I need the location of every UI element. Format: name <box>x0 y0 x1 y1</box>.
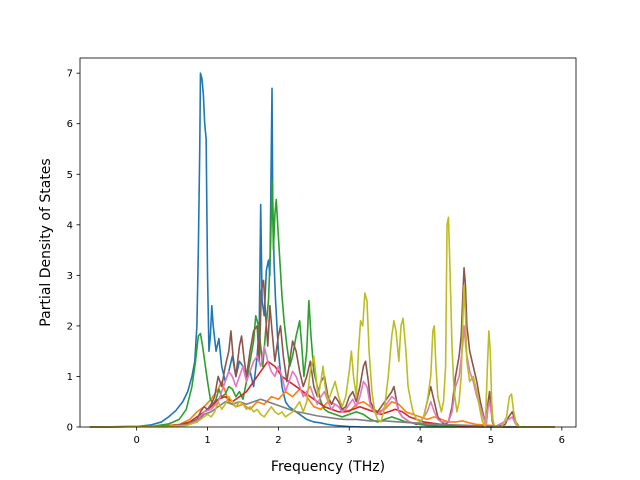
y-tick-label: 2 <box>67 321 73 332</box>
x-tick-label: 6 <box>559 435 565 446</box>
x-tick-label: 3 <box>346 435 352 446</box>
y-axis-label: Partial Density of States <box>38 158 54 326</box>
y-tick-label: 0 <box>67 423 73 434</box>
y-tick-label: 1 <box>67 372 73 383</box>
y-tick-label: 7 <box>67 69 73 80</box>
series-line-5 <box>89 266 555 428</box>
y-tick-label: 3 <box>67 271 73 282</box>
x-tick-label: 4 <box>417 435 423 446</box>
y-tick-label: 4 <box>67 220 73 231</box>
series-layer <box>89 72 555 428</box>
x-axis: 0 1 2 3 4 5 6 <box>133 427 565 446</box>
y-tick-label: 5 <box>67 170 73 181</box>
x-tick-label: 1 <box>204 435 210 446</box>
x-tick-label: 0 <box>133 435 139 446</box>
series-line-3 <box>89 178 555 428</box>
plot-frame <box>79 57 577 428</box>
x-tick-label: 5 <box>488 435 494 446</box>
y-axis: 0 1 2 3 4 5 6 7 <box>67 69 80 434</box>
series-line-8 <box>89 216 555 428</box>
x-tick-label: 2 <box>275 435 281 446</box>
y-tick-label: 6 <box>67 119 73 130</box>
x-axis-label: Frequency (THz) <box>271 459 385 475</box>
